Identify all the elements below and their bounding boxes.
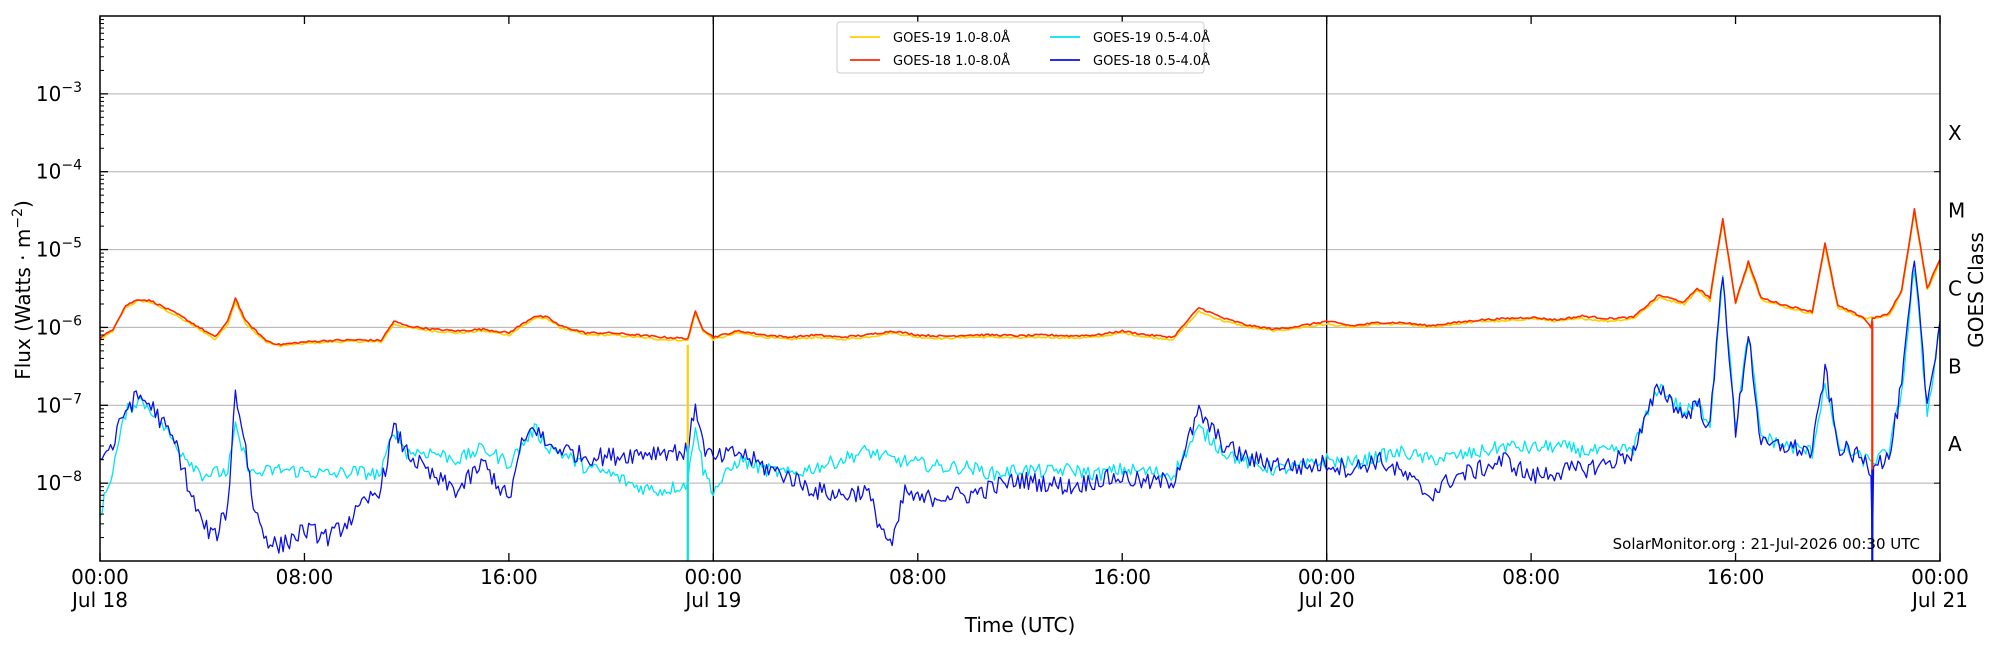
x-tick-label: 08:00 — [276, 565, 334, 589]
x-tick-label: 00:00 — [71, 565, 129, 589]
y-tick-label: 10−6 — [36, 313, 82, 339]
goes-class-label: M — [1948, 199, 1965, 223]
x-tick-label: 00:00 — [685, 565, 743, 589]
x-tick-label: 16:00 — [1093, 565, 1151, 589]
x-tick-label: 00:00 — [1298, 565, 1356, 589]
y-tick-exponent: −7 — [61, 391, 82, 407]
y-tick-base: 10 — [36, 160, 61, 184]
y-axis-title-close: ) — [11, 200, 35, 208]
y-tick-exponent: −3 — [61, 80, 82, 96]
series-line — [100, 260, 1940, 561]
x-tick-label: 08:00 — [889, 565, 947, 589]
x-tick-date-label: Jul 18 — [70, 588, 128, 612]
y-tick-exponent: −5 — [61, 236, 82, 252]
right-axis-title: GOES Class — [1964, 232, 1988, 348]
x-tick-date-label: Jul 21 — [1910, 588, 1968, 612]
y-tick-exponent: −6 — [61, 313, 82, 329]
x-tick-label: 00:00 — [1911, 565, 1969, 589]
y-axis-title-main: Flux (Watts · m — [11, 229, 35, 380]
legend-label: GOES-18 1.0-8.0Å — [893, 53, 1010, 69]
x-tick-date-label: Jul 19 — [683, 588, 741, 612]
credit-text: SolarMonitor.org : 21-Jul-2026 00:30 UTC — [1613, 535, 1920, 553]
y-tick-exponent: −4 — [61, 158, 82, 174]
y-tick-label: 10−4 — [36, 158, 82, 184]
legend-label: GOES-19 1.0-8.0Å — [893, 30, 1010, 46]
y-tick-exponent: −8 — [61, 469, 82, 485]
y-tick-base: 10 — [36, 238, 61, 262]
series-lines — [100, 208, 1940, 561]
y-axis-ticks: 10−810−710−610−510−410−3 — [36, 19, 108, 539]
plot-frame — [99, 15, 1941, 562]
goes-class-label: X — [1948, 121, 1962, 145]
y-tick-label: 10−3 — [36, 80, 82, 106]
legend-label: GOES-18 0.5-4.0Å — [1093, 53, 1210, 69]
legend-box — [836, 21, 1205, 74]
goes-class-label: A — [1948, 432, 1962, 456]
x-tick-label: 16:00 — [1707, 565, 1765, 589]
y-tick-base: 10 — [36, 315, 61, 339]
day-separators — [712, 16, 1328, 561]
y-tick-label: 10−7 — [36, 391, 82, 417]
series-line — [100, 211, 1940, 348]
series-line — [100, 208, 1940, 346]
y-tick-label: 10−5 — [36, 236, 82, 262]
gridlines — [100, 93, 1940, 484]
goes-class-labels: A B C M X — [1934, 121, 1965, 484]
y-tick-label: 10−8 — [36, 469, 82, 495]
y-axis-title: Flux (Watts · m−2) — [10, 200, 35, 380]
legend-label: GOES-19 0.5-4.0Å — [1093, 30, 1210, 46]
goes-class-label: B — [1948, 354, 1962, 378]
y-tick-base: 10 — [36, 82, 61, 106]
x-tick-date-label: Jul 20 — [1297, 588, 1355, 612]
y-tick-base: 10 — [36, 393, 61, 417]
goes-class-label: C — [1948, 277, 1962, 301]
x-tick-label: 08:00 — [1502, 565, 1560, 589]
x-axis-title: Time (UTC) — [964, 613, 1076, 637]
y-axis-title-sup: −2 — [10, 208, 26, 229]
y-tick-base: 10 — [36, 471, 61, 495]
legend: GOES-19 1.0-8.0Å GOES-19 0.5-4.0Å GOES-18 … — [836, 21, 1210, 74]
x-tick-label: 16:00 — [480, 565, 538, 589]
